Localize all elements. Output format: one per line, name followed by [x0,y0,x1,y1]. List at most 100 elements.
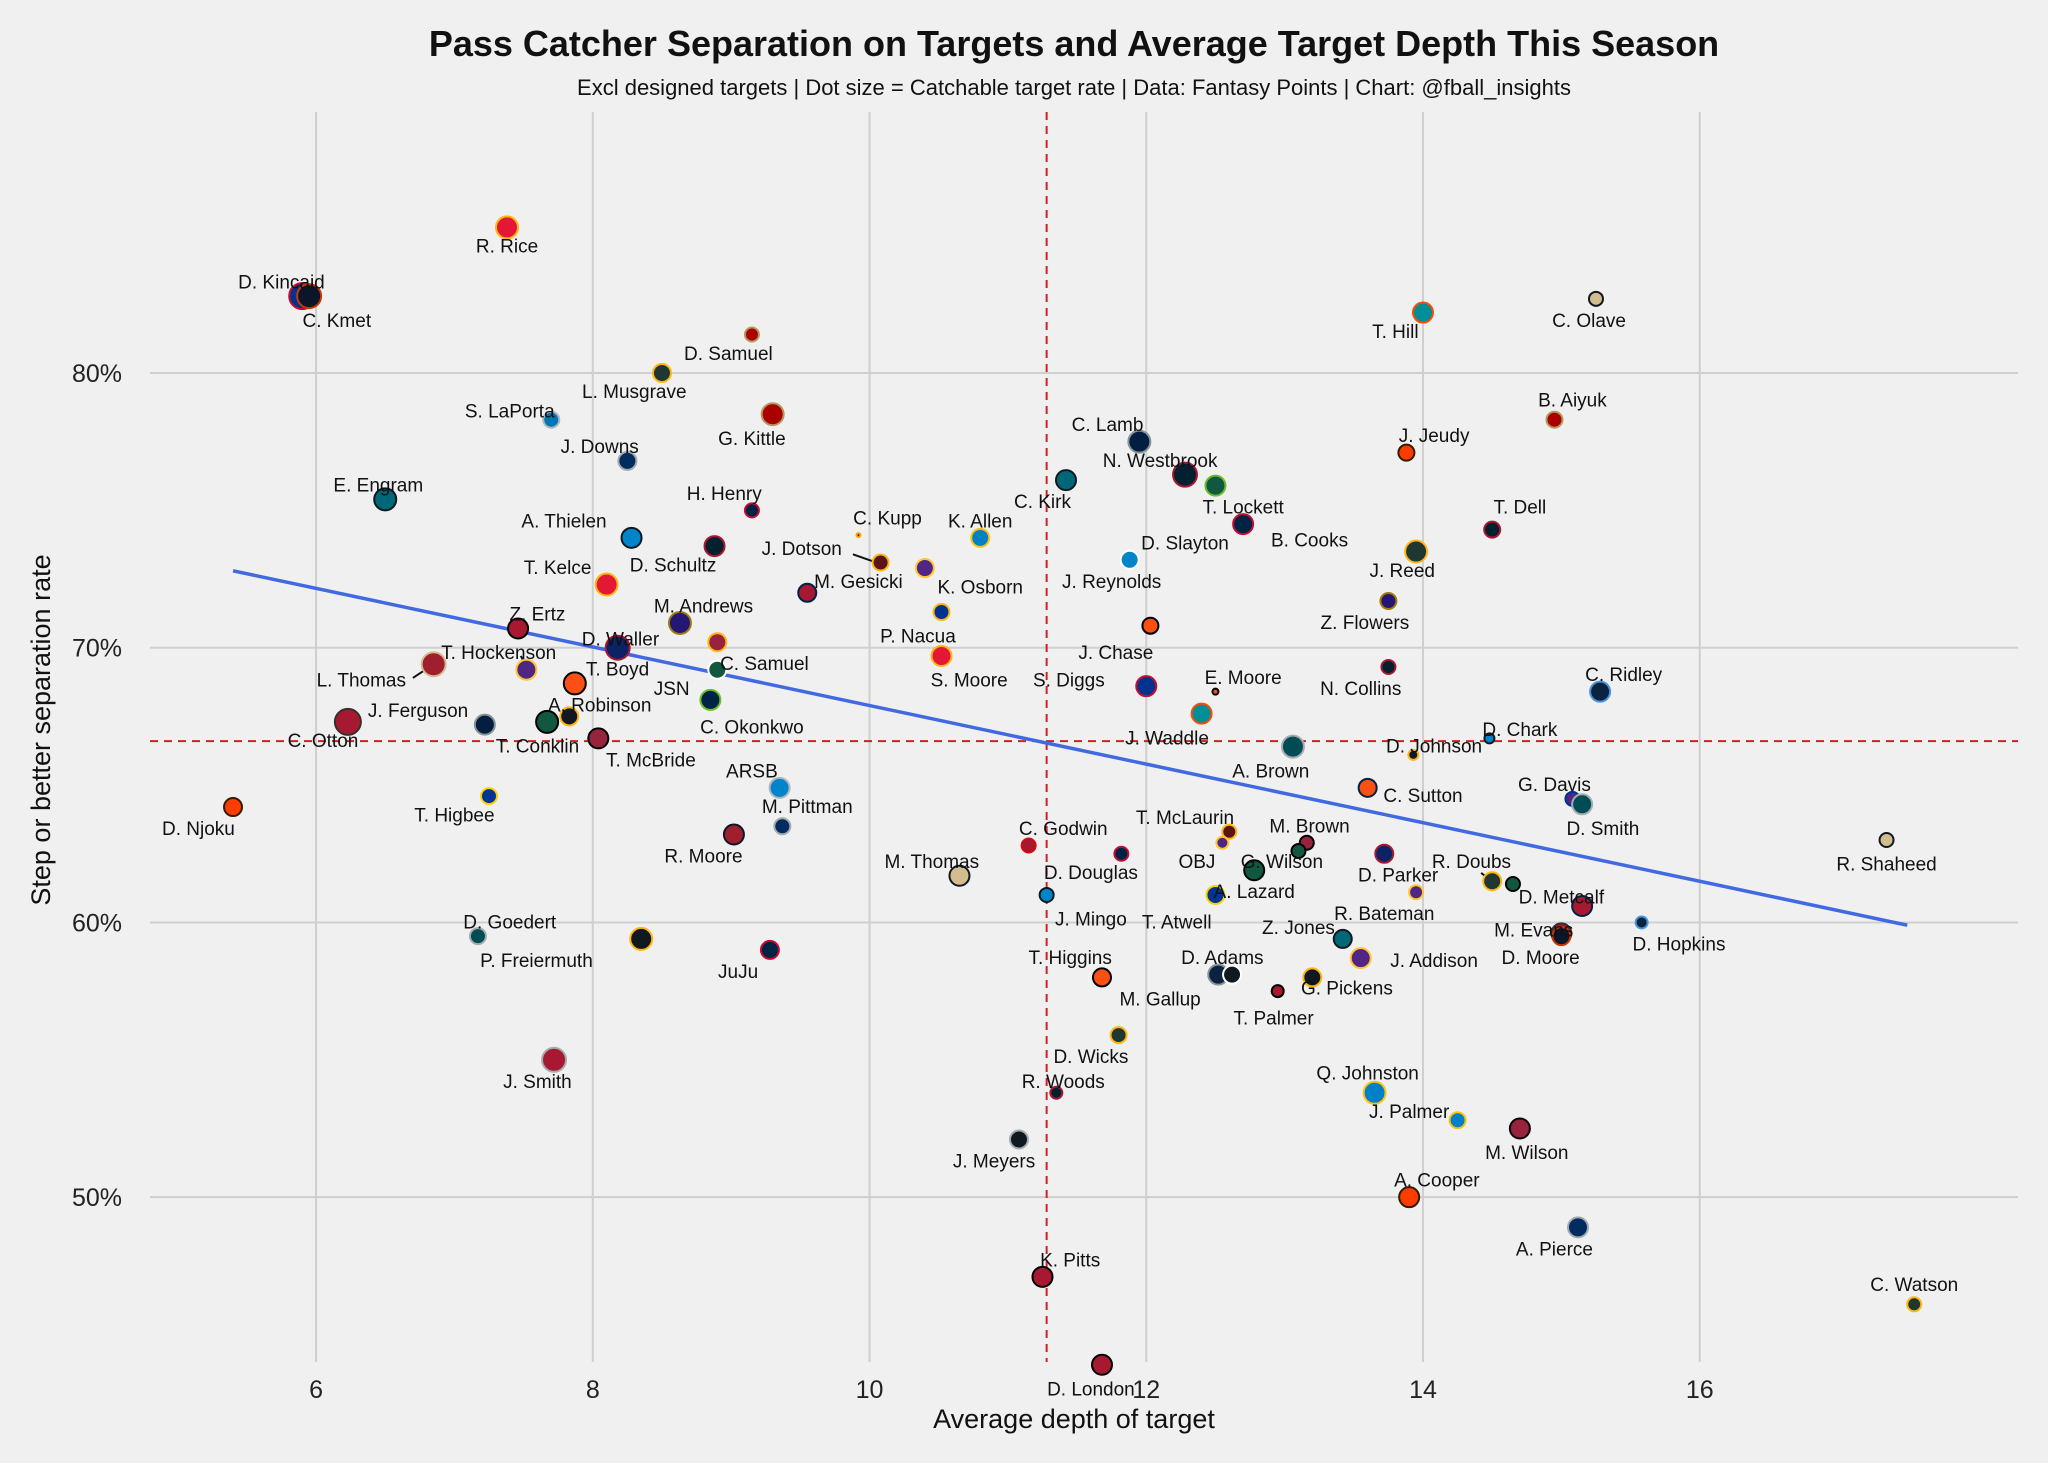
data-point [1127,429,1152,454]
data-point [1587,290,1604,307]
data-label: J. Meyers [953,1151,1035,1172]
data-label: D. Samuel [684,344,773,365]
data-label: M. Gallup [1119,989,1200,1010]
x-tick-label: 6 [309,1376,323,1404]
data-label: D. Slayton [1141,533,1229,554]
data-point [468,927,487,946]
data-label: T. McBride [606,750,696,771]
data-point [1031,1265,1054,1288]
data-label: C. Olave [1552,311,1626,332]
data-labels: R. Rice D. Kincaid C. Kmet D. Samuel L. Musg… [162,237,1958,1401]
data-label: T. Dell [1493,498,1546,519]
data-point [1545,410,1564,429]
data-point [1357,777,1378,798]
x-axis-label: Average depth of target [933,1404,1215,1434]
data-point [542,410,561,429]
data-point [1141,616,1160,635]
data-point [494,215,519,240]
data-label: C. Kmet [302,311,371,332]
data-label: C. Otton [288,731,359,752]
data-label: A. Lazard [1214,882,1295,903]
y-tick-label: 60% [72,909,122,937]
data-point [1172,461,1199,488]
data-point [1135,675,1158,698]
data-label: D. Metcalf [1519,888,1605,909]
data-label: C. Godwin [1019,819,1108,840]
data-label: OBJ [1178,852,1215,873]
data-label: A. Thielen [521,511,606,532]
data-point [1222,964,1243,985]
data-label: D. Moore [1502,948,1580,969]
data-point [1571,793,1594,816]
data-label: M. Gesicki [814,572,903,593]
data-label: M. Wilson [1485,1143,1568,1164]
data-point [1404,539,1429,564]
data-point [1270,984,1285,999]
data-label: S. LaPorta [465,401,555,422]
data-label: K. Osborn [937,577,1023,598]
data-label: T. Conklin [496,737,579,758]
data-label: N. Collins [1320,679,1401,700]
data-point [1190,702,1213,725]
data-point [1049,1085,1064,1100]
data-label: M. Evans [1494,921,1573,942]
data-label: A. Pierce [1516,1239,1593,1260]
data-point [1398,1186,1421,1209]
data-point [1055,469,1078,492]
data-label: J. Reynolds [1062,572,1161,593]
data-point [1302,967,1323,988]
data-label: G. Wilson [1241,852,1323,873]
data-points [223,215,1923,1376]
data-point [562,671,587,696]
data-point [535,709,560,734]
data-point [420,651,447,678]
data-label: D. Njoku [162,819,235,840]
data-point [773,817,792,836]
data-label: C. Watson [1870,1275,1958,1296]
data-label: J. Waddle [1125,728,1209,749]
reference-lines [150,112,2018,1362]
data-label: T. Lockett [1202,498,1284,519]
data-point [651,362,672,383]
data-label: D. London [1047,1379,1135,1400]
y-tick-label: 70% [72,635,122,663]
data-point [768,776,791,799]
data-point [1566,1216,1589,1239]
data-label: D. Johnson [1386,737,1482,758]
data-label: T. Kelce [524,558,592,579]
data-label: B. Aiyuk [1538,390,1607,411]
data-point [1332,928,1353,949]
data-point [333,707,362,736]
chart-subtitle: Excl designed targets | Dot size = Catch… [577,75,1571,100]
data-label: D. Chark [1482,720,1557,741]
data-point [1407,748,1420,761]
data-point [914,558,935,579]
data-point [604,634,631,661]
data-point [932,603,951,621]
chart-title: Pass Catcher Separation on Targets and A… [429,23,1719,64]
data-point [1379,592,1398,611]
data-point [296,283,323,310]
data-label: T. Palmer [1233,1009,1314,1030]
data-point [1221,823,1238,840]
data-label: D. Hopkins [1633,934,1726,955]
data-label: C. Sutton [1383,786,1462,807]
data-point [1008,1129,1029,1150]
y-axis-label: Step or better separation rate [26,554,56,905]
data-point [541,1046,568,1073]
data-point [871,553,890,572]
data-point [1211,687,1220,696]
data-point [703,535,726,558]
data-label: K. Pitts [1040,1250,1100,1271]
data-label: D. Waller [582,629,660,650]
data-point [594,572,619,597]
data-label: ARSB [726,761,778,782]
data-point [1483,520,1502,539]
data-point [473,713,496,736]
data-point [797,582,818,603]
data-label: J. Downs [561,437,639,458]
data-point [1397,443,1416,462]
data-label: M. Thomas [884,852,979,873]
data-point [760,402,785,427]
x-tick-label: 8 [586,1376,600,1404]
